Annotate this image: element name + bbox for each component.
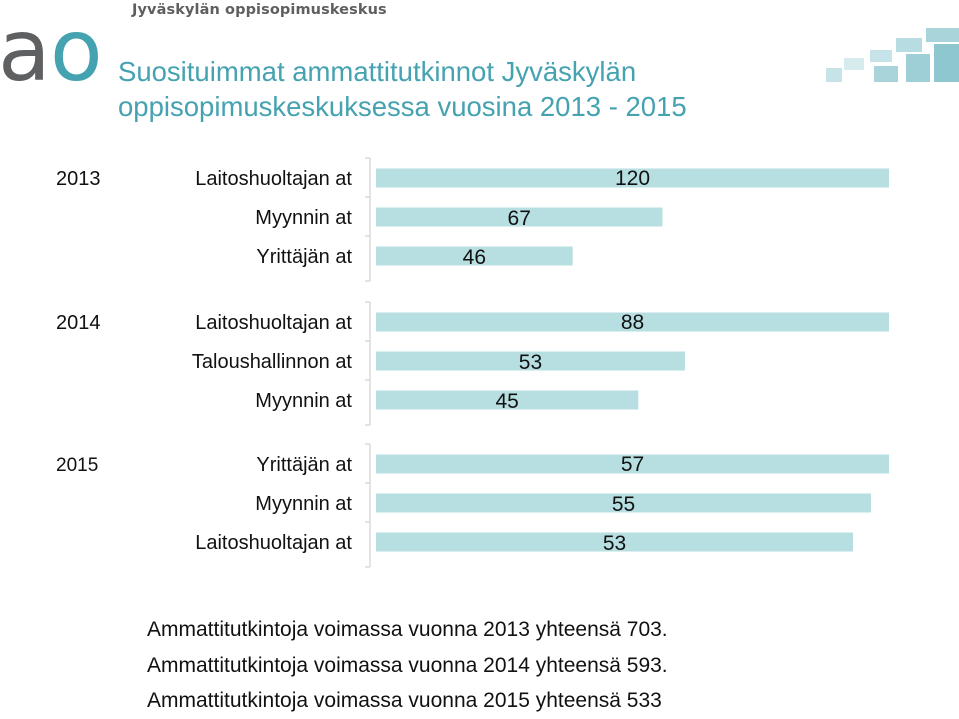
data-label: 120 (615, 167, 650, 190)
year-label: 2013 (56, 168, 101, 190)
year-label: 2014 (56, 312, 101, 334)
data-label: 67 (508, 207, 531, 230)
title-line-1: Suosituimmat ammattitutkinnot Jyväskylän (118, 56, 637, 87)
data-label: 57 (621, 453, 644, 476)
data-label: 53 (603, 532, 626, 555)
bar (376, 390, 639, 410)
organization-name: Jyväskylän oppisopimuskeskus (132, 2, 387, 18)
category-label: Myynnin at (255, 390, 352, 412)
data-label: 88 (621, 311, 644, 334)
category-label: Myynnin at (255, 493, 352, 515)
data-label: 46 (463, 246, 486, 269)
bar (376, 207, 663, 227)
bar (376, 312, 889, 332)
data-label: 55 (612, 493, 635, 516)
category-label: Myynnin at (255, 207, 352, 229)
footer-line-2013: Ammattitutkintoja voimassa vuonna 2013 y… (147, 618, 668, 641)
category-label: Laitoshuoltajan at (195, 532, 352, 554)
year-label: 2015 (56, 455, 98, 476)
decorative-steps-graphic (826, 28, 959, 82)
category-label: Laitoshuoltajan at (195, 312, 352, 334)
category-label: Taloushallinnon at (192, 351, 353, 373)
title-line-2: oppisopimuskeskuksessa vuosina 2013 - 20… (118, 91, 687, 122)
footer-line-2015: Ammattitutkintoja voimassa vuonna 2015 y… (147, 689, 662, 712)
category-label: Yrittäjän at (256, 454, 352, 476)
bar (376, 454, 889, 474)
footer-notes: Ammattitutkintoja voimassa vuonna 2013 y… (147, 612, 668, 719)
ao-logo: a o (0, 14, 103, 94)
category-label: Laitoshuoltajan at (195, 168, 352, 190)
page-title: Suosituimmat ammattitutkinnot Jyväskylän… (118, 54, 818, 124)
data-label: 53 (519, 351, 542, 374)
bar (376, 532, 853, 552)
bar (376, 351, 685, 371)
category-label: Yrittäjän at (256, 246, 352, 268)
logo-letter-o: o (50, 14, 103, 94)
logo-letter-a: a (0, 14, 51, 94)
bar (376, 493, 871, 513)
bar (376, 168, 889, 188)
data-label: 45 (495, 390, 518, 413)
footer-line-2014: Ammattitutkintoja voimassa vuonna 2014 y… (147, 653, 668, 677)
bar (376, 246, 573, 266)
